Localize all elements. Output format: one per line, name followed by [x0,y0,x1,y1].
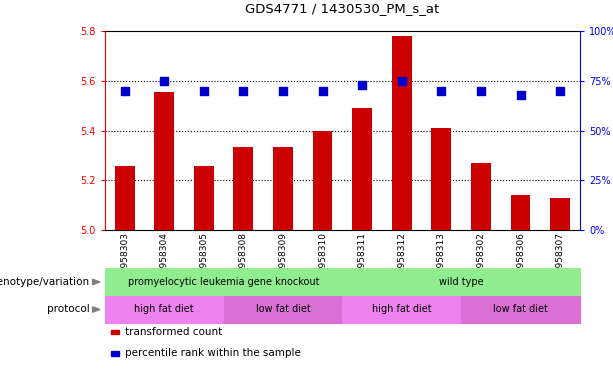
Text: high fat diet: high fat diet [372,305,432,314]
Point [278,88,288,94]
Bar [352,108,372,230]
Point [238,88,248,94]
Text: promyelocytic leukemia gene knockout: promyelocytic leukemia gene knockout [128,277,319,287]
Point [199,88,208,94]
Bar [273,147,293,230]
Bar [550,198,570,230]
Bar [511,195,530,230]
Text: genotype/variation: genotype/variation [0,277,89,287]
Point [159,78,169,84]
Text: transformed count: transformed count [125,327,223,337]
Point [318,88,327,94]
Bar [392,36,412,230]
Text: low fat diet: low fat diet [256,305,310,314]
Text: low fat diet: low fat diet [493,305,548,314]
Point [357,81,367,88]
Bar [234,147,253,230]
Point [555,88,565,94]
Point [516,91,525,98]
Bar [313,131,332,230]
Point [120,88,129,94]
Bar [471,163,491,230]
Bar [115,166,134,230]
Point [397,78,406,84]
Text: wild type: wild type [439,277,484,287]
Text: GDS4771 / 1430530_PM_s_at: GDS4771 / 1430530_PM_s_at [245,2,440,15]
Text: protocol: protocol [47,305,89,314]
Text: percentile rank within the sample: percentile rank within the sample [125,348,301,358]
Point [436,88,446,94]
Point [476,88,486,94]
Bar [154,92,174,230]
Bar [194,166,214,230]
Text: high fat diet: high fat diet [134,305,194,314]
Bar [432,128,451,230]
